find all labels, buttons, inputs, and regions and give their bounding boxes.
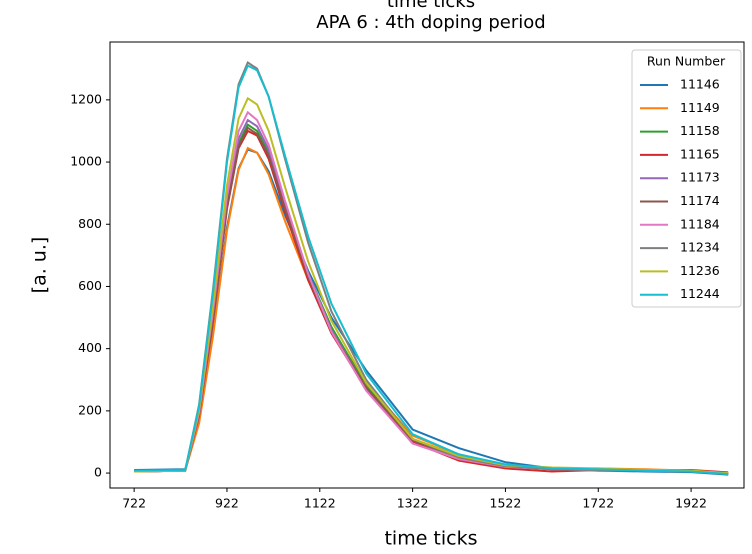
chart-title: time ticks <box>387 0 475 12</box>
y-tick-label: 800 <box>78 216 102 231</box>
chart-title: APA 6 : 4th doping period <box>316 12 545 33</box>
x-tick-label: 1122 <box>304 496 336 511</box>
legend-label: 11149 <box>680 100 720 115</box>
y-tick-label: 400 <box>78 340 102 355</box>
legend-box <box>631 49 742 308</box>
x-tick-label: 1322 <box>397 496 429 511</box>
legend-label: 11184 <box>680 216 720 231</box>
legend-label: 11244 <box>680 286 720 301</box>
legend-label: 11165 <box>680 146 720 161</box>
legend-label: 11236 <box>680 263 720 278</box>
legend-title: Run Number <box>647 54 726 69</box>
legend-label: 11173 <box>680 170 720 185</box>
y-tick-label: 600 <box>78 278 102 293</box>
x-tick-label: 922 <box>215 496 239 511</box>
legend-label: 11234 <box>680 240 720 255</box>
legend-label: 11146 <box>680 77 720 92</box>
x-tick-label: 722 <box>122 496 146 511</box>
x-tick-label: 1922 <box>675 496 707 511</box>
y-tick-label: 1000 <box>70 154 102 169</box>
x-axis-label: time ticks <box>384 528 477 550</box>
y-tick-label: 0 <box>94 465 102 480</box>
plot-frame <box>109 41 745 489</box>
y-tick-label: 1200 <box>70 91 102 106</box>
legend-label: 11158 <box>680 123 720 138</box>
x-tick-label: 1522 <box>490 496 522 511</box>
legend-label: 11174 <box>680 193 720 208</box>
y-tick-label: 200 <box>78 402 102 417</box>
y-axis-label: [a. u.] <box>29 237 51 294</box>
series-line <box>134 64 729 475</box>
x-tick-label: 1722 <box>582 496 614 511</box>
